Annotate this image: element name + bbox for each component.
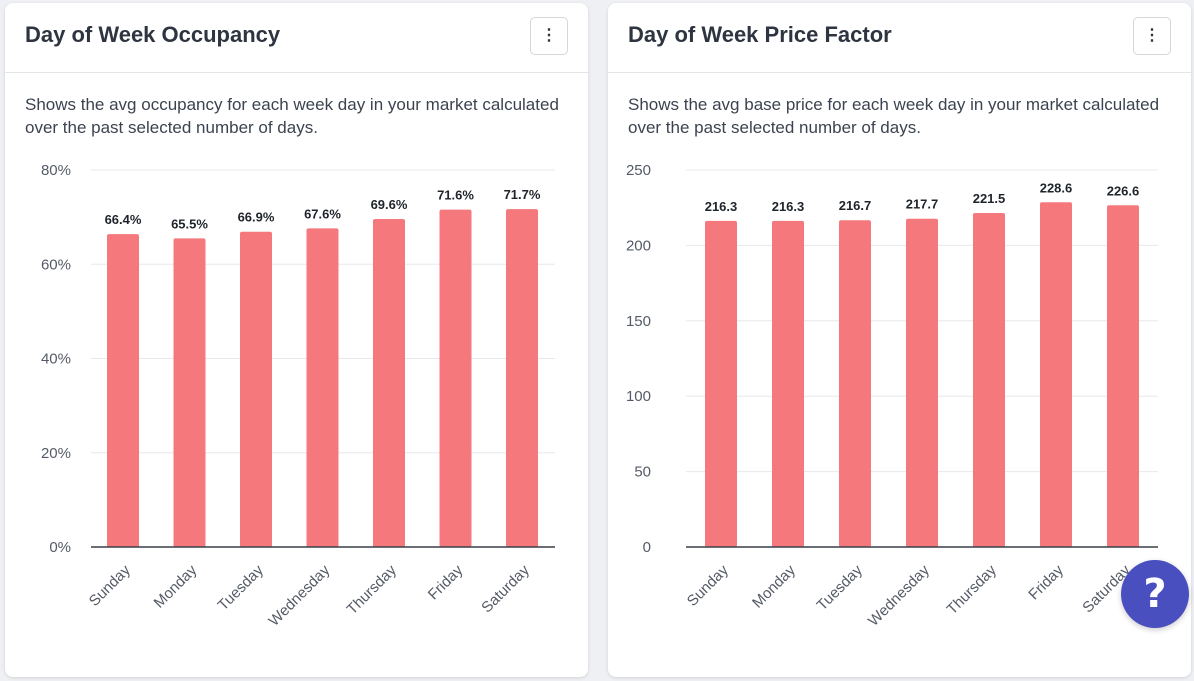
occupancy-bar-chart: 0% 20% 40% 60% 80% 66.4% Sunday 65.5% Monday 66.9… — [41, 162, 555, 630]
question-icon: ? — [1143, 571, 1167, 617]
y-tick-label: 200 — [626, 237, 651, 254]
x-tick-label: Friday — [1025, 561, 1067, 603]
x-tick-label: Sunday — [684, 561, 732, 609]
x-tick-label: Thursday — [944, 561, 1001, 618]
bar — [240, 231, 272, 547]
card-title: Day of Week Price Factor — [628, 22, 892, 47]
price-factor-bar-chart: 0 50 100 150 200 250 216.3 Sunday 216.3 Monday 216… — [626, 162, 1158, 630]
price-factor-card: Day of Week Price Factor ⋮ Shows the avg… — [608, 3, 1191, 677]
card-description: Shows the avg occupancy for each week da… — [25, 95, 559, 137]
x-tick-label: Tuesday — [814, 561, 867, 614]
card-header: Day of Week Price Factor ⋮ — [608, 3, 1191, 73]
help-button[interactable]: ? — [1121, 560, 1189, 628]
data-label: 217.7 — [906, 197, 939, 212]
y-tick-label: 40% — [41, 351, 71, 368]
x-tick-label: Tuesday — [215, 561, 268, 614]
bar — [373, 219, 405, 547]
x-tick-label: Wednesday — [865, 561, 933, 629]
y-tick-label: 20% — [41, 445, 71, 462]
card-description: Shows the avg base price for each week d… — [628, 95, 1160, 137]
data-label: 216.7 — [839, 198, 872, 213]
card-menu-button[interactable]: ⋮ — [530, 17, 568, 55]
bar — [173, 238, 206, 548]
data-label: 66.9% — [238, 210, 275, 225]
bar — [973, 212, 1005, 547]
bar — [906, 218, 938, 547]
bar — [306, 228, 339, 547]
data-label: 71.6% — [437, 188, 474, 203]
x-tick-label: Saturday — [478, 561, 533, 616]
y-tick-label: 60% — [41, 256, 71, 273]
occupancy-card: Day of Week Occupancy ⋮ Shows the avg oc… — [5, 3, 588, 677]
data-label: 228.6 — [1040, 180, 1073, 195]
y-tick-label: 80% — [41, 162, 71, 179]
more-vertical-icon: ⋮ — [1144, 27, 1160, 44]
y-tick-label: 50 — [634, 464, 651, 481]
data-label: 66.4% — [105, 212, 142, 227]
bar — [1107, 205, 1139, 547]
x-tick-label: Monday — [151, 561, 201, 611]
bar — [107, 234, 139, 547]
y-tick-label: 250 — [626, 162, 651, 179]
x-tick-label: Monday — [749, 561, 799, 611]
y-tick-label: 150 — [626, 313, 651, 330]
data-label: 69.6% — [371, 197, 408, 212]
x-tick-label: Wednesday — [265, 561, 333, 629]
data-label: 226.6 — [1107, 183, 1140, 198]
y-tick-label: 0% — [49, 539, 71, 556]
data-label: 71.7% — [504, 187, 541, 202]
more-vertical-icon: ⋮ — [541, 27, 557, 44]
card-header: Day of Week Occupancy ⋮ — [5, 3, 588, 73]
bar — [839, 220, 871, 547]
card-title: Day of Week Occupancy — [25, 22, 281, 47]
data-label: 216.3 — [705, 199, 738, 214]
card-menu-button[interactable]: ⋮ — [1133, 17, 1171, 55]
y-tick-label: 100 — [626, 388, 651, 405]
bar — [705, 220, 737, 548]
data-label: 221.5 — [973, 191, 1006, 206]
data-label: 216.3 — [772, 199, 805, 214]
x-tick-label: Thursday — [344, 561, 401, 618]
bar — [772, 220, 804, 548]
bar — [506, 209, 538, 547]
bar — [439, 209, 472, 547]
data-label: 65.5% — [171, 216, 208, 231]
data-label: 67.6% — [304, 206, 341, 221]
bar — [1040, 202, 1072, 548]
x-tick-label: Friday — [425, 561, 467, 603]
x-tick-label: Sunday — [86, 561, 134, 609]
y-tick-label: 0 — [643, 539, 651, 556]
